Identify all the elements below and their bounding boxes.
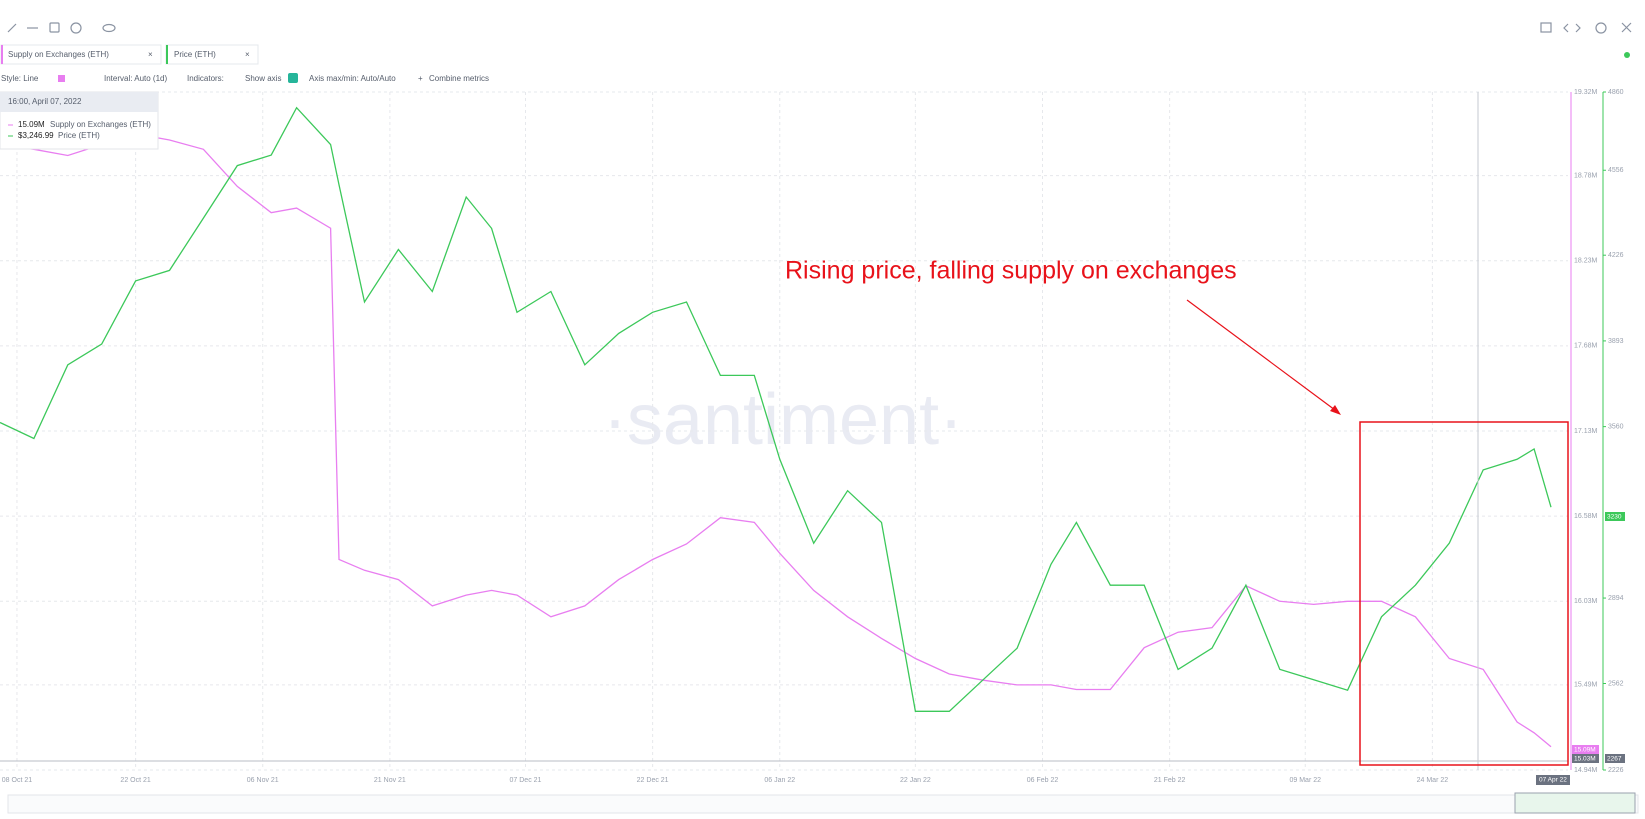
tooltip-value: 15.09M [18,120,45,129]
navigator[interactable] [7,794,1639,814]
y2-tick-label: 4556 [1608,167,1624,174]
x-tick-label: 07 Dec 21 [510,777,542,784]
x-tick-label: 24 Mar 22 [1417,777,1449,784]
x-tick-label: 09 Mar 22 [1289,777,1321,784]
icon-emoji[interactable] [70,22,82,34]
color-setting[interactable] [58,75,65,82]
tooltip-series: Supply on Exchanges (ETH) [50,120,151,129]
x-tick-label: 06 Nov 21 [247,777,279,784]
y-tick-label: 19.32M [1574,89,1598,96]
highlight-box [1359,421,1569,766]
show-axis-setting[interactable]: Show axis [245,74,281,83]
y-tick-label: 17.13M [1574,428,1598,435]
icon-note[interactable] [49,22,60,33]
x-tick-label: 21 Nov 21 [374,777,406,784]
show-axis-checkbox[interactable] [288,73,298,83]
badge [1572,745,1599,754]
tooltip-series: Price (ETH) [58,131,100,140]
chip-label: Price (ETH) [174,50,216,59]
badge-label: 2267 [1607,756,1622,763]
interval-setting[interactable]: Interval: Auto (1d) [104,74,167,83]
watermark: ·santiment· [603,380,963,460]
badge-label: 3230 [1607,514,1622,521]
y2-tick-label: 4226 [1608,252,1624,259]
chip-color [1,45,3,64]
x-tick-label: 06 Jan 22 [764,777,795,784]
icon-eye[interactable] [102,23,116,33]
y2-tick-label: 4860 [1608,89,1624,96]
icon-line[interactable] [7,23,17,33]
x-tick-label: 22 Jan 22 [900,777,931,784]
combine-metrics[interactable]: Combine metrics [429,74,489,83]
y2-tick-label: 2562 [1608,680,1624,687]
style-setting[interactable]: Style: Line [1,74,39,83]
icon-close[interactable] [1621,22,1632,33]
arrow-head [1330,405,1341,415]
badge-label: 15.09M [1574,747,1596,754]
x-tick-label: 06 Feb 22 [1027,777,1059,784]
icon-download[interactable] [1540,22,1552,33]
series-line [0,133,1552,748]
indicators-setting[interactable]: Indicators: [187,74,224,83]
badge-label: 07 Apr 22 [1539,777,1567,784]
y-tick-label: 17.68M [1574,343,1598,350]
badge [1536,775,1570,785]
badge [1572,754,1599,763]
badge [1605,512,1625,521]
y2-tick-label: 2894 [1608,595,1624,602]
y2-tick-label: 3893 [1608,338,1624,345]
axis-minmax-setting[interactable]: Axis max/min: Auto/Auto [309,74,396,83]
chip-color [166,45,168,64]
annotation-arrow [1186,299,1336,411]
icon-embed[interactable] [1563,23,1581,33]
combine-metrics[interactable]: + [418,74,423,83]
annotation: Rising price, falling supply on exchange… [785,257,1237,285]
toolbar-icons [7,22,1632,34]
chip-close[interactable]: × [148,50,153,59]
y-tick-label: 18.78M [1574,172,1598,179]
badge-label: 15.03M [1574,756,1596,763]
x-tick-label: 21 Feb 22 [1154,777,1186,784]
chip-close[interactable]: × [245,50,250,59]
y-tick-label: 15.49M [1574,682,1598,689]
icon-settings[interactable] [1595,22,1607,34]
chip-label: Supply on Exchanges (ETH) [8,50,109,59]
y2-tick-label: 3560 [1608,423,1624,430]
y-tick-label: 18.23M [1574,258,1598,265]
tooltip-time: 16:00, April 07, 2022 [8,97,82,106]
tooltip-header [0,92,158,112]
status-dot [1624,52,1630,58]
badge [1605,754,1625,763]
y-tick-label: 16.03M [1574,598,1598,605]
navigator-window[interactable] [1514,792,1636,814]
y-tick-label: 14.94M [1574,767,1598,774]
plot: 08 Oct 21 22 Oct 21 06 Nov 21 21 Nov 21 07 D… [0,89,1624,784]
y2-tick-label: 2226 [1608,767,1624,774]
series-line [0,106,1552,712]
tooltip-value: $3,246.99 [18,131,54,140]
x-tick-label: 08 Oct 21 [2,777,32,784]
y-tick-label: 16.58M [1574,513,1598,520]
x-tick-label: 22 Dec 21 [637,777,669,784]
x-tick-label: 22 Oct 21 [120,777,150,784]
